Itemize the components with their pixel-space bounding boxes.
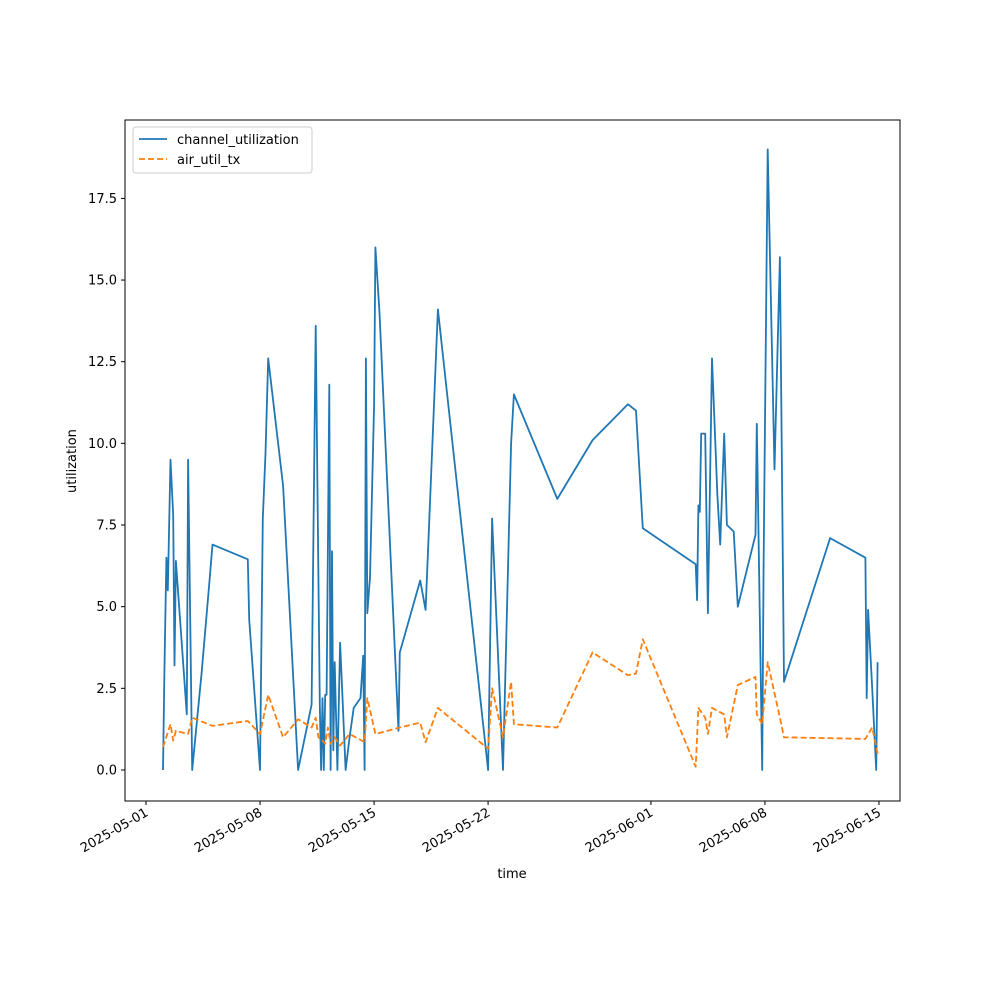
x-axis-label: time: [497, 867, 526, 882]
series-line-channel-utilization: [162, 148, 879, 771]
y-tick-label: 10.0: [88, 437, 117, 452]
y-tick-label: 12.5: [88, 355, 117, 370]
legend-label-air-util-tx: air_util_tx: [177, 153, 241, 168]
legend-box: [132, 126, 313, 174]
y-tick-label: 17.5: [88, 192, 117, 207]
y-tick-label: 0.0: [96, 763, 117, 778]
y-tick-label: 2.5: [96, 682, 117, 697]
series-layer: [162, 148, 879, 771]
legend-label-channel-utilization: channel_utilization: [177, 133, 299, 148]
y-axis-label: utilization: [65, 429, 80, 493]
y-tick-label: 15.0: [88, 274, 117, 289]
y-axis: 0.0 2.5 5.0 7.5 10.0 12.5 15.0 17.5: [88, 192, 125, 778]
series-line-air-util-tx: [162, 638, 879, 768]
plot-frame: [124, 119, 901, 802]
legend: channel_utilization air_util_tx: [132, 126, 313, 174]
y-tick-label: 7.5: [96, 519, 117, 534]
y-tick-label: 5.0: [96, 600, 117, 615]
